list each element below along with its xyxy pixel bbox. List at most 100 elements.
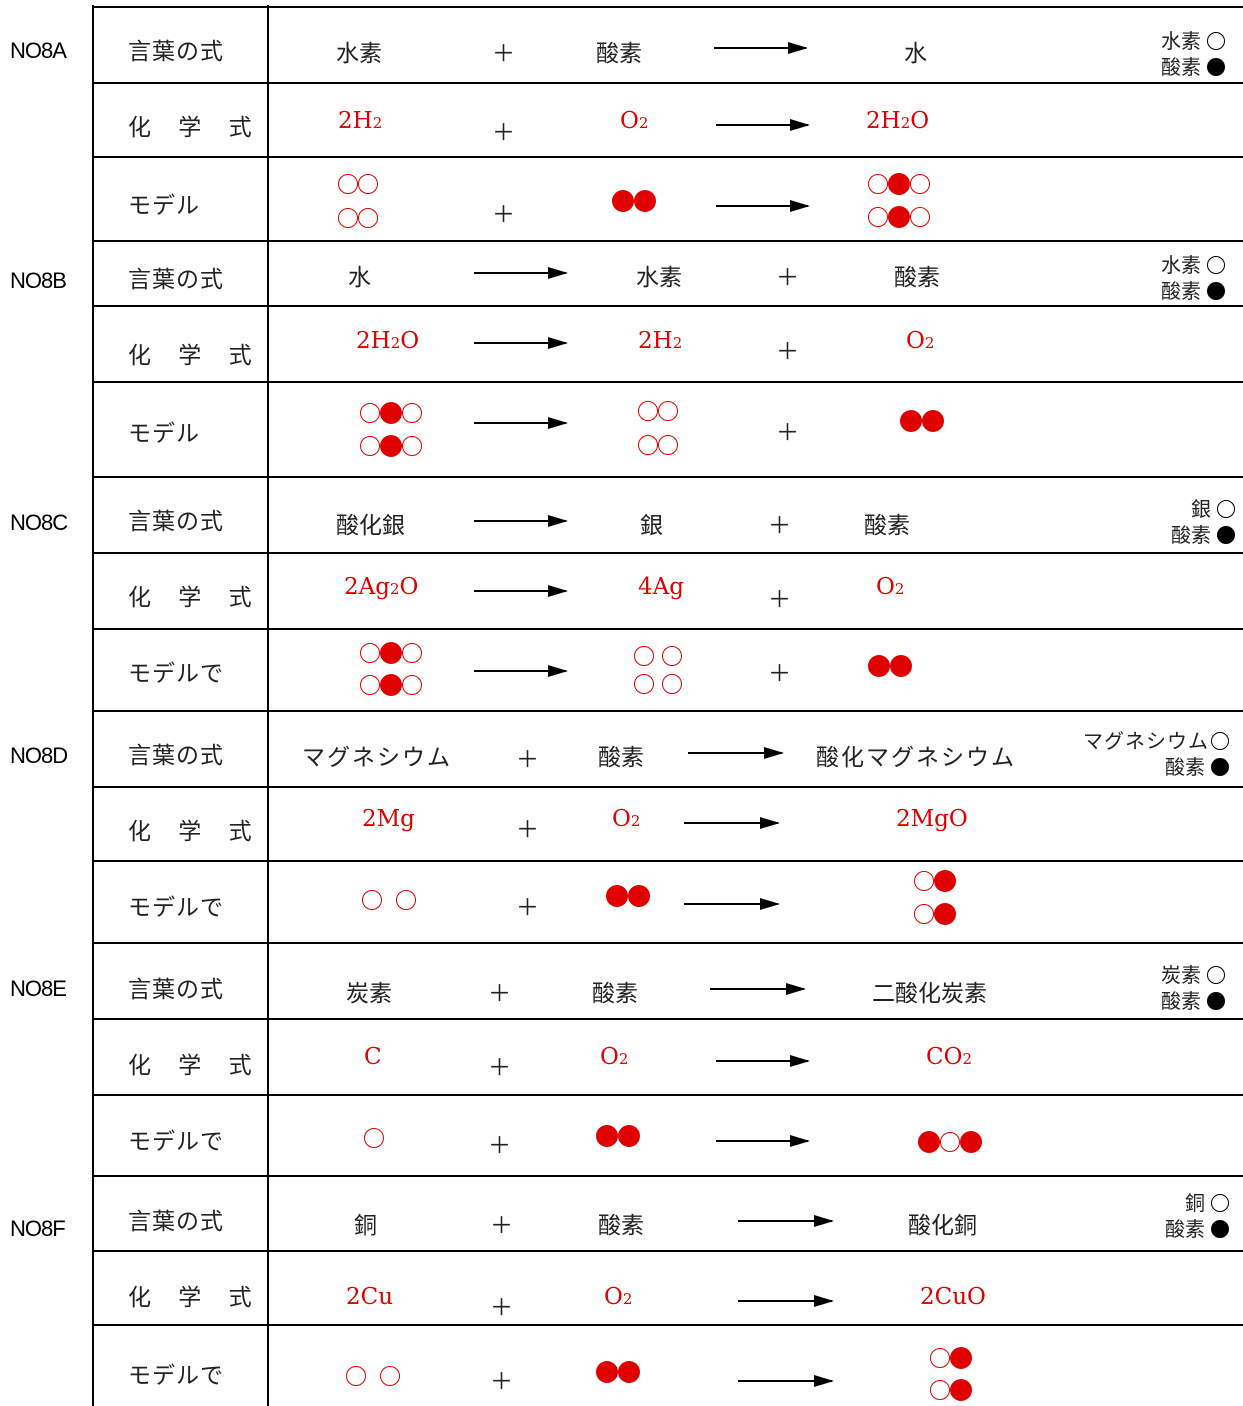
legend-filled-label: 酸素 [1165, 755, 1205, 779]
plus-sign: ＋ [776, 420, 799, 446]
word-reactant: 銅 [354, 1213, 377, 1239]
word-product: 酸素 [864, 513, 910, 539]
formula-product: O2 [876, 574, 905, 600]
atom-circle-icon [396, 890, 416, 910]
silver-atoms-model [634, 674, 682, 694]
legend-open-label: マグネシウム [1083, 729, 1209, 753]
row-divider [93, 1018, 1243, 1020]
filled-circle-icon [1217, 526, 1235, 544]
oxygen-atom-icon [380, 674, 402, 696]
atom-circle-icon [914, 871, 934, 891]
formula-reactant: O2 [600, 1044, 629, 1070]
model-label: モデルで [128, 1363, 224, 1389]
word-reactant: 酸素 [592, 981, 638, 1007]
word-reactant: 炭素 [346, 981, 392, 1007]
row-divider [93, 156, 1243, 158]
copper-atoms-model [346, 1366, 400, 1386]
plus-sign: ＋ [490, 1295, 513, 1321]
row-divider [93, 305, 1243, 307]
atom-circle-icon [662, 646, 682, 666]
section-divider [93, 942, 1243, 944]
filled-circle-icon [1207, 58, 1225, 76]
formula-label: 化 学 式 [128, 1053, 262, 1079]
carbon-dioxide-model [918, 1131, 982, 1153]
oxygen-molecule-model [606, 885, 650, 907]
water-molecule-model [868, 206, 930, 228]
model-label: モデル [128, 421, 200, 447]
plus-sign: ＋ [768, 587, 791, 613]
atom-circle-icon [914, 904, 934, 924]
top-border [93, 6, 1243, 8]
formula-reactant: O2 [604, 1284, 633, 1310]
word-reactant: マグネシウム [302, 745, 452, 771]
water-molecule-model [360, 435, 422, 457]
oxygen-atom-icon [618, 1125, 640, 1147]
reaction-arrow [474, 585, 568, 597]
atom-circle-icon [930, 1380, 950, 1400]
formula-reactant: C [364, 1044, 382, 1070]
reaction-arrow [688, 747, 784, 759]
atom-circle-icon [346, 1366, 366, 1386]
legend: 銀 酸素 [1171, 496, 1235, 548]
plus-sign: ＋ [776, 265, 799, 291]
word-product: 二酸化炭素 [872, 981, 987, 1007]
oxygen-atom-icon [890, 655, 912, 677]
formula-product: 2H2O [866, 108, 930, 134]
open-circle-icon [1207, 966, 1225, 984]
word-equation-label: 言葉の式 [128, 509, 224, 535]
hydrogen-atom-icon [338, 174, 358, 194]
reaction-arrow [474, 417, 568, 429]
word-product: 酸素 [894, 265, 940, 291]
label-column-divider [267, 5, 269, 1406]
row-divider [93, 628, 1243, 630]
oxygen-atom-icon [606, 885, 628, 907]
open-circle-icon [1211, 732, 1229, 750]
reaction-arrow [714, 42, 808, 54]
atom-circle-icon [658, 435, 678, 455]
row-divider [93, 860, 1243, 862]
atom-circle-icon [638, 401, 658, 421]
word-product: 酸化マグネシウム [816, 745, 1016, 771]
atom-circle-icon [638, 435, 658, 455]
oxygen-molecule-model [612, 190, 656, 212]
atom-circle-icon [402, 643, 422, 663]
atom-circle-icon [360, 643, 380, 663]
plus-sign: ＋ [490, 1213, 513, 1239]
plus-sign: ＋ [516, 747, 539, 773]
formula-reactant: O2 [620, 108, 649, 134]
oxygen-molecule-model [900, 410, 944, 432]
section-id: NO8E [10, 976, 67, 1001]
oxygen-atom-icon [918, 1131, 940, 1153]
row-divider [93, 552, 1243, 554]
oxygen-atom-icon [900, 410, 922, 432]
atom-circle-icon [380, 1366, 400, 1386]
word-product: 水素 [636, 265, 682, 291]
plus-sign: ＋ [768, 661, 791, 687]
reaction-arrow [684, 898, 780, 910]
section-divider [93, 710, 1243, 712]
reaction-arrow [474, 515, 568, 527]
formula-reactant: 2Mg [362, 806, 415, 832]
atom-circle-icon [364, 1128, 384, 1148]
magnesium-atoms-model [362, 890, 416, 910]
hydrogen-molecule-model [338, 174, 378, 194]
hydrogen-molecule-model [338, 208, 378, 228]
oxygen-atom-icon [612, 190, 634, 212]
plus-sign: ＋ [488, 1133, 511, 1159]
reaction-arrow [738, 1295, 834, 1307]
atom-circle-icon [360, 436, 380, 456]
carbon-atom-model [364, 1128, 384, 1148]
row-divider [93, 1094, 1243, 1096]
word-product: 銀 [640, 513, 663, 539]
hydrogen-atom-icon [358, 174, 378, 194]
oxygen-molecule-model [596, 1125, 640, 1147]
formula-reactant: 2H2O [356, 328, 420, 354]
word-reactant: 酸化銀 [336, 513, 405, 539]
atom-circle-icon [360, 403, 380, 423]
row-divider [93, 82, 1243, 84]
plus-sign: ＋ [516, 817, 539, 843]
atom-circle-icon [910, 174, 930, 194]
oxygen-atom-icon [380, 642, 402, 664]
water-molecule-model [360, 402, 422, 424]
reaction-arrow [716, 200, 810, 212]
